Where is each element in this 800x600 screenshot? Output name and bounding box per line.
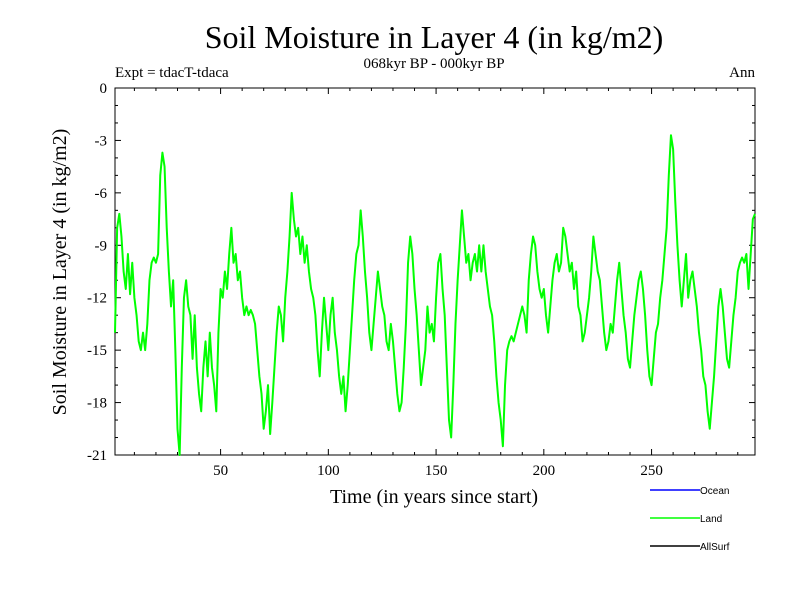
x-tick-label: 100	[317, 463, 340, 479]
chart-subtitle: 068kyr BP - 000kyr BP	[363, 56, 504, 72]
y-tick-label: -9	[95, 238, 108, 254]
x-tick-label: 250	[640, 463, 663, 479]
legend-label-allsurf: AllSurf	[700, 542, 730, 553]
plot-frame	[114, 87, 756, 456]
y-tick-label: -15	[87, 343, 107, 359]
legend-label-ocean: Ocean	[700, 486, 729, 497]
plot-area	[114, 134, 756, 456]
x-tick-label: 50	[213, 463, 228, 479]
legend: Ocean Land AllSurf	[650, 486, 730, 553]
x-tick-label: 150	[425, 463, 448, 479]
y-tick-label: -18	[87, 396, 107, 412]
season-label: Ann	[729, 65, 755, 81]
legend-label-land: Land	[700, 514, 722, 525]
y-tick-label: -12	[87, 291, 107, 307]
y-tick-label: -3	[95, 133, 108, 149]
y-tick-label: -21	[87, 448, 107, 464]
x-tick-label: 200	[533, 463, 556, 479]
x-axis-label: Time (in years since start)	[330, 486, 538, 508]
series-line-land	[114, 134, 756, 456]
y-axis-label: Soil Moisture in Layer 4 (in kg/m2)	[49, 129, 71, 416]
chart-title: Soil Moisture in Layer 4 (in kg/m2)	[205, 19, 664, 55]
y-tick-label: -6	[95, 186, 108, 202]
axes: 0 -3 -6 -9 -12 -15 -18 -21 50 100 150 200 250	[87, 81, 756, 479]
experiment-label: Expt = tdacT-tdaca	[115, 65, 229, 81]
y-tick-label: 0	[100, 81, 108, 97]
